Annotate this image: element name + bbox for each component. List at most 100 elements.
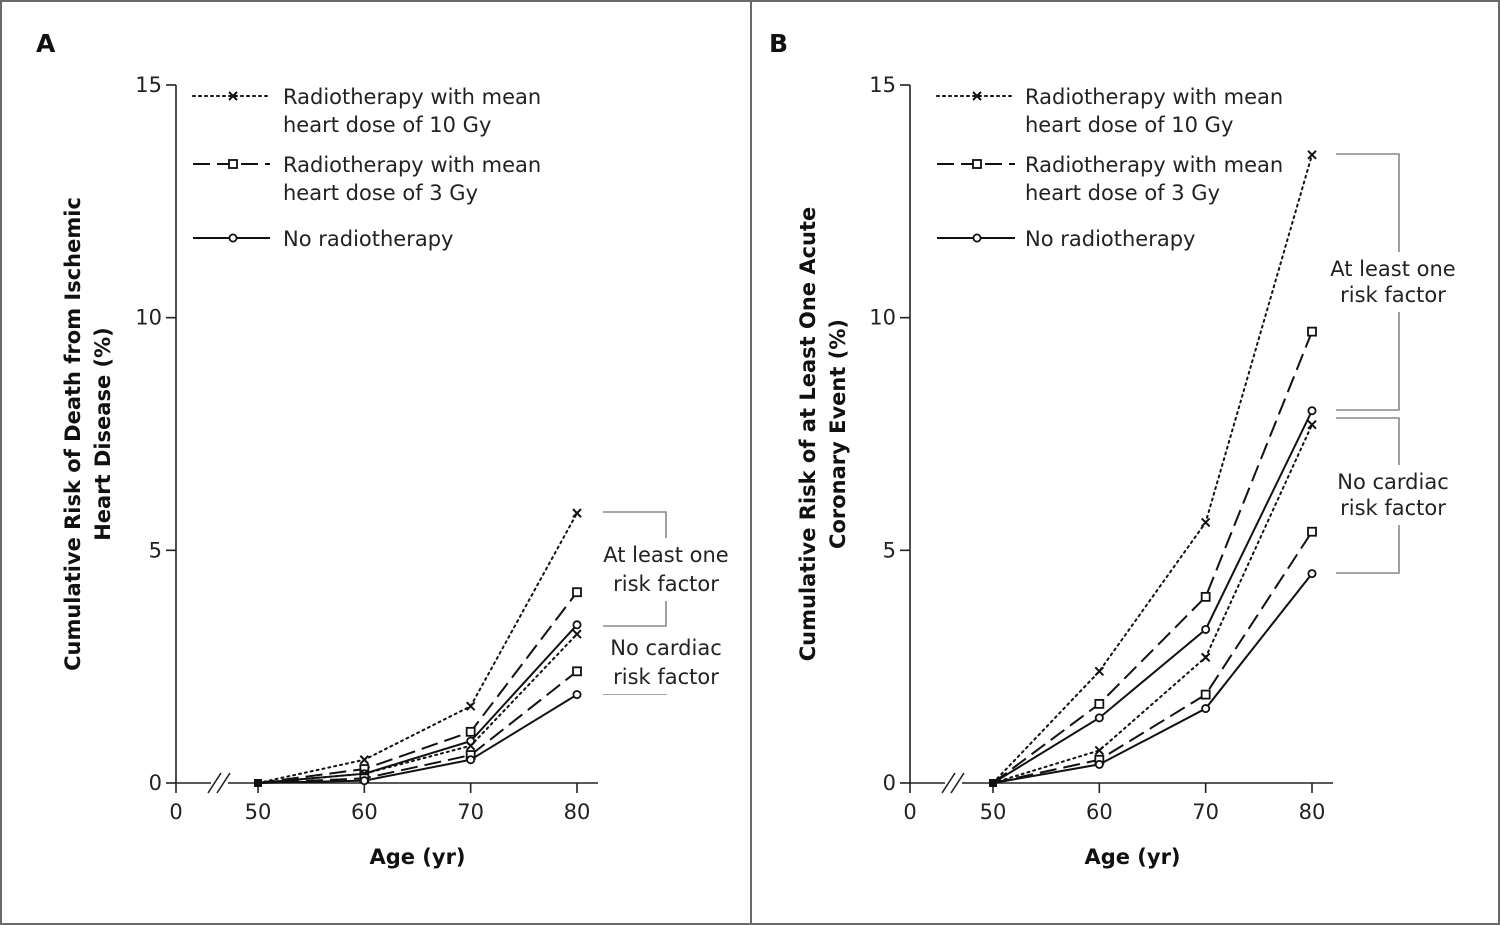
group-label-background [596, 538, 736, 601]
x-axis-title: Age (yr) [369, 845, 465, 869]
series-line-dotted-group1 [992, 423, 1313, 784]
data-point-circle [1307, 406, 1317, 416]
data-point-square [1200, 689, 1211, 700]
panel-letter: B [769, 29, 788, 58]
series-line-dotted-group0 [257, 512, 578, 784]
data-point-x [465, 701, 476, 711]
data-point-x [1200, 652, 1211, 663]
legend-label: Radiotherapy with mean [283, 153, 541, 177]
series-line-solid-group1 [257, 693, 578, 784]
group-label-background [1323, 252, 1463, 312]
y-tick-label: 15 [869, 73, 896, 97]
legend-marker-x [972, 91, 982, 101]
data-point-circle [572, 620, 582, 630]
data-point-circle [572, 690, 582, 700]
panel-a: A 0 5 10 15 0 50 60 70 80 Age (yr) Cumulative Risk … [36, 29, 736, 869]
series-line-dotted-group0 [992, 153, 1313, 784]
data-point-x [1094, 745, 1105, 756]
data-point-square [1200, 591, 1211, 602]
y-tick-label: 10 [869, 306, 896, 330]
group-label: risk factor [1340, 496, 1446, 520]
legend-label: Radiotherapy with mean [1025, 153, 1283, 177]
legend-label: No radiotherapy [283, 227, 453, 251]
series-line-solid-group0 [992, 410, 1313, 784]
data-point-square [572, 587, 582, 598]
legend-item: Radiotherapy with mean heart dose of 10 G… [192, 85, 541, 137]
legend-label: heart dose of 3 Gy [283, 181, 478, 205]
y-axis-title-line: Cumulative Risk of Death from Ischemic [61, 197, 85, 671]
y-tick-label: 5 [883, 538, 896, 562]
legend-marker-x [228, 91, 238, 101]
series-line-dotted-group1 [257, 633, 578, 784]
y-axis-title-line: Cumulative Risk of at Least One Acute [796, 207, 820, 662]
x-tick-label: 50 [245, 800, 272, 824]
data-point-x [1200, 517, 1211, 528]
legend-marker-square [228, 159, 238, 169]
x-tick-label: 0 [169, 800, 182, 824]
legend-item: Radiotherapy with mean heart dose of 3 Gy [193, 153, 541, 205]
legend-marker-square [972, 159, 982, 169]
data-point-circle [1307, 569, 1317, 579]
group-label: At least one [603, 543, 728, 567]
panel-letter: A [36, 29, 56, 58]
group-label: At least one [1330, 257, 1455, 281]
series-line-dashed-group1 [257, 670, 578, 784]
y-axis-title: Cumulative Risk of at Least One Acute Cor… [796, 207, 850, 662]
legend-label: heart dose of 3 Gy [1025, 181, 1220, 205]
panel-b: B 0 5 10 15 0 50 60 70 80 Age (yr) Cumulative Risk … [769, 29, 1463, 869]
data-point-square [465, 726, 476, 737]
data-point-square [1307, 326, 1317, 337]
series-line-dashed-group0 [992, 331, 1313, 784]
x-tick-label: 0 [903, 800, 916, 824]
series-line-dashed-group1 [992, 531, 1313, 784]
x-tick-label: 50 [980, 800, 1007, 824]
origin-point [989, 779, 997, 787]
x-tick-label: 60 [351, 800, 378, 824]
group-label-background [1323, 465, 1463, 525]
origin-point [254, 779, 262, 787]
x-axis-title: Age (yr) [1084, 845, 1180, 869]
group-label: No cardiac [610, 636, 722, 660]
legend-item: Radiotherapy with mean heart dose of 10 G… [936, 85, 1283, 137]
legend-label: heart dose of 10 Gy [283, 113, 491, 137]
legend-item: Radiotherapy with mean heart dose of 3 Gy [937, 153, 1283, 205]
x-axis-break-mark [941, 772, 965, 794]
data-point-circle [359, 776, 369, 786]
data-point-square [1094, 698, 1105, 709]
x-tick-label: 80 [1299, 800, 1326, 824]
data-point-x [572, 629, 582, 639]
data-point-circle [466, 755, 476, 765]
series-line-solid-group1 [992, 572, 1313, 784]
data-point-circle [1201, 624, 1211, 634]
x-tick-label: 60 [1086, 800, 1113, 824]
group-label-background [596, 631, 736, 694]
legend-label: No radiotherapy [1025, 227, 1195, 251]
legend-item: No radiotherapy [937, 227, 1195, 251]
legend-label: Radiotherapy with mean [1025, 85, 1283, 109]
y-tick-label: 5 [149, 538, 162, 562]
data-point-circle [1201, 704, 1211, 714]
data-point-x [465, 741, 476, 751]
x-tick-label: 70 [457, 800, 484, 824]
legend-marker-circle [228, 233, 238, 243]
legend-label: Radiotherapy with mean [283, 85, 541, 109]
x-axis-break-mark [207, 772, 231, 794]
data-point-x [1094, 666, 1105, 677]
legend-item: No radiotherapy [193, 227, 453, 251]
series-line-dashed-group0 [257, 591, 578, 784]
data-point-square [1307, 526, 1317, 537]
y-axis-title-line: Coronary Event (%) [826, 319, 850, 549]
data-point-circle [1094, 713, 1104, 723]
legend-label: heart dose of 10 Gy [1025, 113, 1233, 137]
y-tick-label: 10 [135, 306, 162, 330]
y-tick-label: 0 [149, 771, 162, 795]
data-point-x [1307, 419, 1317, 430]
y-tick-label: 0 [883, 771, 896, 795]
y-axis-title-line: Heart Disease (%) [91, 327, 115, 541]
group-label: No cardiac [1337, 470, 1449, 494]
data-point-x [1307, 150, 1317, 160]
group-label: risk factor [1340, 283, 1446, 307]
legend-marker-circle [972, 233, 982, 243]
data-point-square [572, 666, 582, 677]
